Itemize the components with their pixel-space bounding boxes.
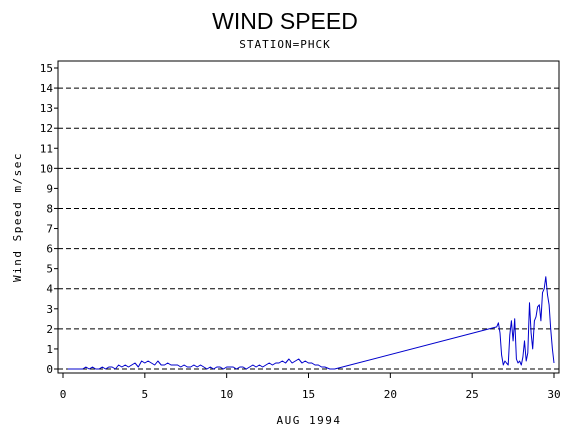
y-tick-label: 7 — [46, 223, 53, 236]
x-tick-label: 5 — [142, 388, 149, 401]
y-tick-label: 5 — [46, 263, 53, 276]
x-axis-label: AUG 1994 — [277, 414, 342, 427]
y-tick-label: 2 — [46, 323, 53, 336]
chart-title: WIND SPEED — [212, 8, 358, 34]
y-tick-label: 6 — [46, 243, 53, 256]
x-tick-label: 10 — [220, 388, 233, 401]
x-tick-label: 30 — [547, 388, 560, 401]
gridlines — [58, 87, 559, 370]
y-tick-label: 4 — [46, 283, 53, 296]
y-tick-label: 0 — [46, 363, 53, 376]
y-tick-label: 1 — [46, 343, 53, 356]
y-tick-label: 9 — [46, 182, 53, 195]
x-tick-label: 0 — [60, 388, 67, 401]
chart-subtitle: STATION=PHCK — [239, 38, 330, 51]
y-tick-label: 8 — [46, 202, 53, 215]
x-tick-label: 15 — [302, 388, 315, 401]
y-tick-label: 11 — [40, 142, 53, 155]
y-tick-label: 12 — [40, 122, 53, 135]
y-tick-label: 14 — [40, 82, 54, 95]
x-axis-ticks: 0 5 10 15 20 25 30 — [60, 373, 561, 401]
y-axis-label: Wind Speed m/sec — [11, 152, 24, 282]
y-tick-label: 15 — [40, 62, 53, 75]
y-tick-label: 10 — [40, 162, 53, 175]
y-tick-label: 3 — [46, 303, 53, 316]
series-layer — [67, 276, 555, 370]
wind-speed-series-line-0 — [67, 276, 555, 370]
y-tick-label: 13 — [40, 102, 53, 115]
plot-frame — [57, 60, 560, 374]
x-tick-label: 25 — [466, 388, 479, 401]
x-tick-label: 20 — [384, 388, 397, 401]
